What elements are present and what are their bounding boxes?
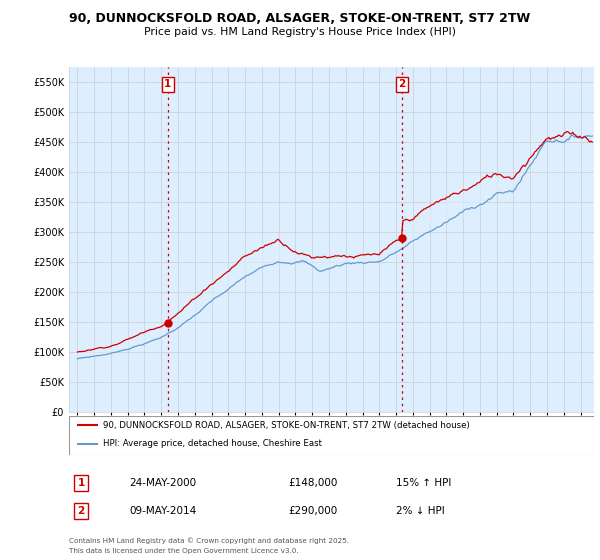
Text: 2: 2 [77, 506, 85, 516]
Text: This data is licensed under the Open Government Licence v3.0.: This data is licensed under the Open Gov… [69, 548, 299, 554]
Text: HPI: Average price, detached house, Cheshire East: HPI: Average price, detached house, Ches… [103, 439, 322, 448]
Text: 1: 1 [164, 80, 172, 89]
Text: 24-MAY-2000: 24-MAY-2000 [129, 478, 196, 488]
Text: 90, DUNNOCKSFOLD ROAD, ALSAGER, STOKE-ON-TRENT, ST7 2TW (detached house): 90, DUNNOCKSFOLD ROAD, ALSAGER, STOKE-ON… [103, 421, 470, 430]
Text: Contains HM Land Registry data © Crown copyright and database right 2025.: Contains HM Land Registry data © Crown c… [69, 538, 349, 544]
Text: Price paid vs. HM Land Registry's House Price Index (HPI): Price paid vs. HM Land Registry's House … [144, 27, 456, 38]
Text: 1: 1 [77, 478, 85, 488]
Text: £148,000: £148,000 [288, 478, 337, 488]
Text: 15% ↑ HPI: 15% ↑ HPI [396, 478, 451, 488]
Text: 90, DUNNOCKSFOLD ROAD, ALSAGER, STOKE-ON-TRENT, ST7 2TW: 90, DUNNOCKSFOLD ROAD, ALSAGER, STOKE-ON… [70, 12, 530, 25]
Text: 09-MAY-2014: 09-MAY-2014 [129, 506, 196, 516]
Text: 2% ↓ HPI: 2% ↓ HPI [396, 506, 445, 516]
Text: £290,000: £290,000 [288, 506, 337, 516]
Text: 2: 2 [398, 80, 406, 89]
